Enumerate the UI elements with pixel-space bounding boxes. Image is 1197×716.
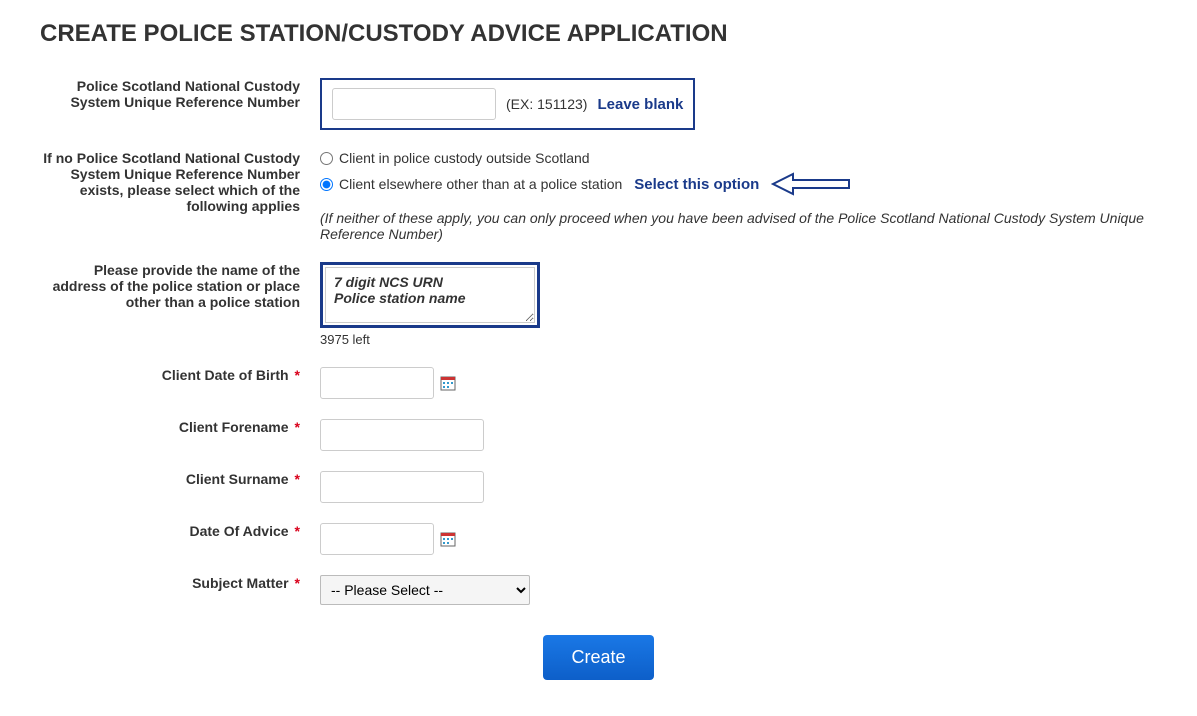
required-marker: * <box>295 471 300 487</box>
advice-date-input[interactable] <box>320 523 434 555</box>
no-ref-note: (If neither of these apply, you can only… <box>320 210 1150 242</box>
label-dob: Client Date of Birth* <box>40 367 320 383</box>
required-marker: * <box>295 367 300 383</box>
label-no-ref: If no Police Scotland National Custody S… <box>40 150 320 214</box>
row-place-name: Please provide the name of the address o… <box>40 262 1157 347</box>
radio-option1[interactable] <box>320 152 333 165</box>
required-marker: * <box>295 575 300 591</box>
row-advice-date: Date Of Advice* <box>40 523 1157 555</box>
row-subject: Subject Matter* -- Please Select -- <box>40 575 1157 605</box>
label-forename: Client Forename* <box>40 419 320 435</box>
arrow-left-icon <box>771 172 851 196</box>
ref-number-example: (EX: 151123) <box>506 96 587 112</box>
label-ref-number: Police Scotland National Custody System … <box>40 78 320 110</box>
row-ref-number: Police Scotland National Custody System … <box>40 78 1157 130</box>
row-forename: Client Forename* <box>40 419 1157 451</box>
row-no-ref: If no Police Scotland National Custody S… <box>40 150 1157 242</box>
place-name-highlight: 7 digit NCS URN Police station name <box>320 262 540 328</box>
calendar-icon[interactable] <box>440 375 456 391</box>
label-place-name: Please provide the name of the address o… <box>40 262 320 310</box>
row-dob: Client Date of Birth* <box>40 367 1157 399</box>
label-subject: Subject Matter* <box>40 575 320 591</box>
radio-option2-label: Client elsewhere other than at a police … <box>339 176 622 192</box>
subject-select[interactable]: -- Please Select -- <box>320 575 530 605</box>
dob-input[interactable] <box>320 367 434 399</box>
ref-number-input[interactable] <box>332 88 496 120</box>
surname-input[interactable] <box>320 471 484 503</box>
required-marker: * <box>295 523 300 539</box>
radio-option2-row[interactable]: Client elsewhere other than at a police … <box>320 176 622 192</box>
calendar-icon[interactable] <box>440 531 456 547</box>
select-option-annotation: Select this option <box>634 176 759 193</box>
create-button[interactable]: Create <box>543 635 653 680</box>
place-name-chars-left: 3975 left <box>320 332 1157 347</box>
radio-option1-row[interactable]: Client in police custody outside Scotlan… <box>320 150 1157 166</box>
ref-number-annotation: Leave blank <box>597 96 683 113</box>
radio-option2[interactable] <box>320 178 333 191</box>
row-surname: Client Surname* <box>40 471 1157 503</box>
row-create: Create <box>40 635 1157 680</box>
place-name-textarea[interactable]: 7 digit NCS URN Police station name <box>325 267 535 323</box>
required-marker: * <box>295 419 300 435</box>
label-surname: Client Surname* <box>40 471 320 487</box>
radio-option1-label: Client in police custody outside Scotlan… <box>339 150 590 166</box>
label-advice-date: Date Of Advice* <box>40 523 320 539</box>
forename-input[interactable] <box>320 419 484 451</box>
ref-number-highlight: (EX: 151123) Leave blank <box>320 78 695 130</box>
page-title: CREATE POLICE STATION/CUSTODY ADVICE APP… <box>40 20 1157 48</box>
